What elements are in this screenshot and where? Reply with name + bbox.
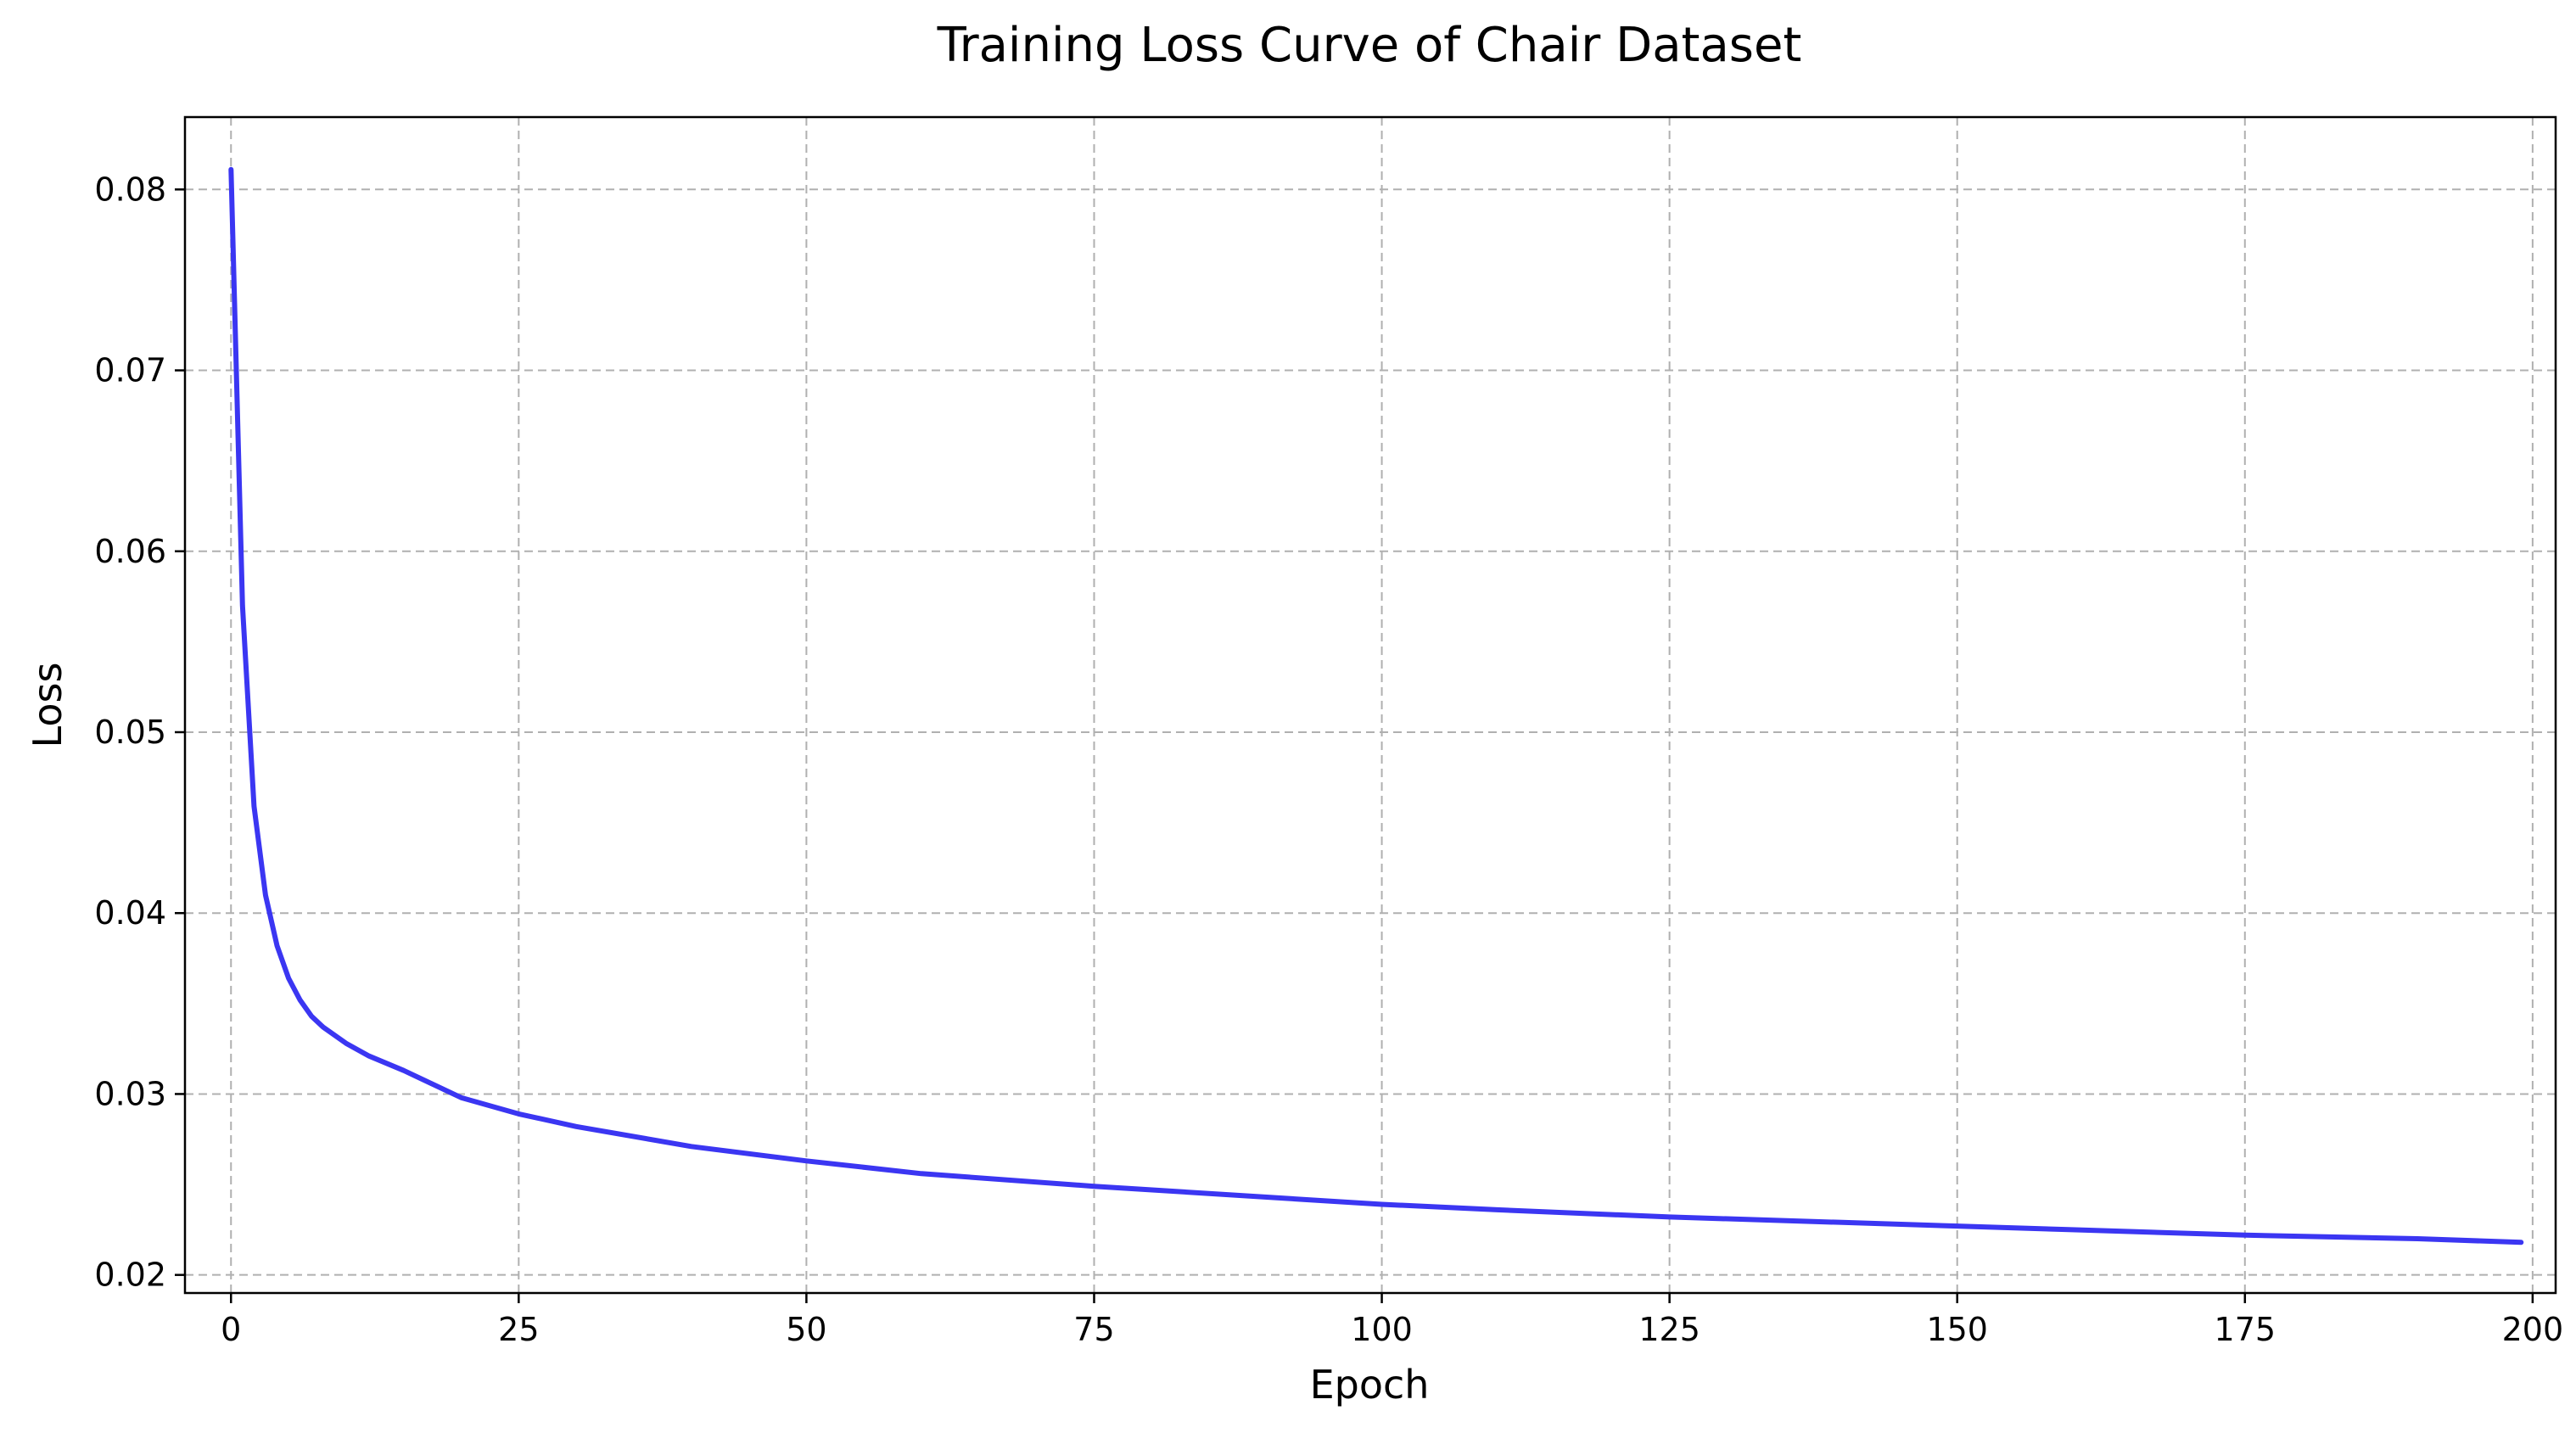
y-ticks: 0.02 0.03 0.04 0.05 0.06 0.07 0.08: [94, 171, 185, 1294]
x-tick-label: 200: [2502, 1311, 2564, 1348]
x-tick-label: 50: [786, 1311, 826, 1348]
series-layer: [228, 166, 2524, 1245]
x-tick-label: 25: [498, 1311, 539, 1348]
x-tick-label: 125: [1638, 1311, 1700, 1348]
x-tick-label: 150: [1926, 1311, 1988, 1348]
x-tick-label: 75: [1073, 1311, 1114, 1348]
y-tick-label: 0.02: [94, 1257, 166, 1294]
x-tick-label: 100: [1351, 1311, 1413, 1348]
y-tick-label: 0.03: [94, 1075, 166, 1112]
chart-title: Training Loss Curve of Chair Dataset: [937, 18, 1802, 73]
x-axis-label: Epoch: [1310, 1362, 1430, 1408]
grid-lines: [185, 117, 2556, 1293]
plot-frame: [183, 115, 2557, 1295]
loss-series-line: [228, 166, 2524, 1245]
y-tick-label: 0.04: [94, 894, 166, 932]
x-tick-label: 0: [221, 1311, 241, 1348]
x-ticks: 0 25 50 75 100 125 150 175 200: [221, 1293, 2563, 1348]
y-tick-label: 0.08: [94, 171, 166, 208]
y-tick-label: 0.05: [94, 714, 166, 751]
y-axis-label: Loss: [25, 663, 70, 748]
y-tick-label: 0.07: [94, 352, 166, 389]
y-tick-label: 0.06: [94, 533, 166, 570]
x-tick-label: 175: [2215, 1311, 2276, 1348]
